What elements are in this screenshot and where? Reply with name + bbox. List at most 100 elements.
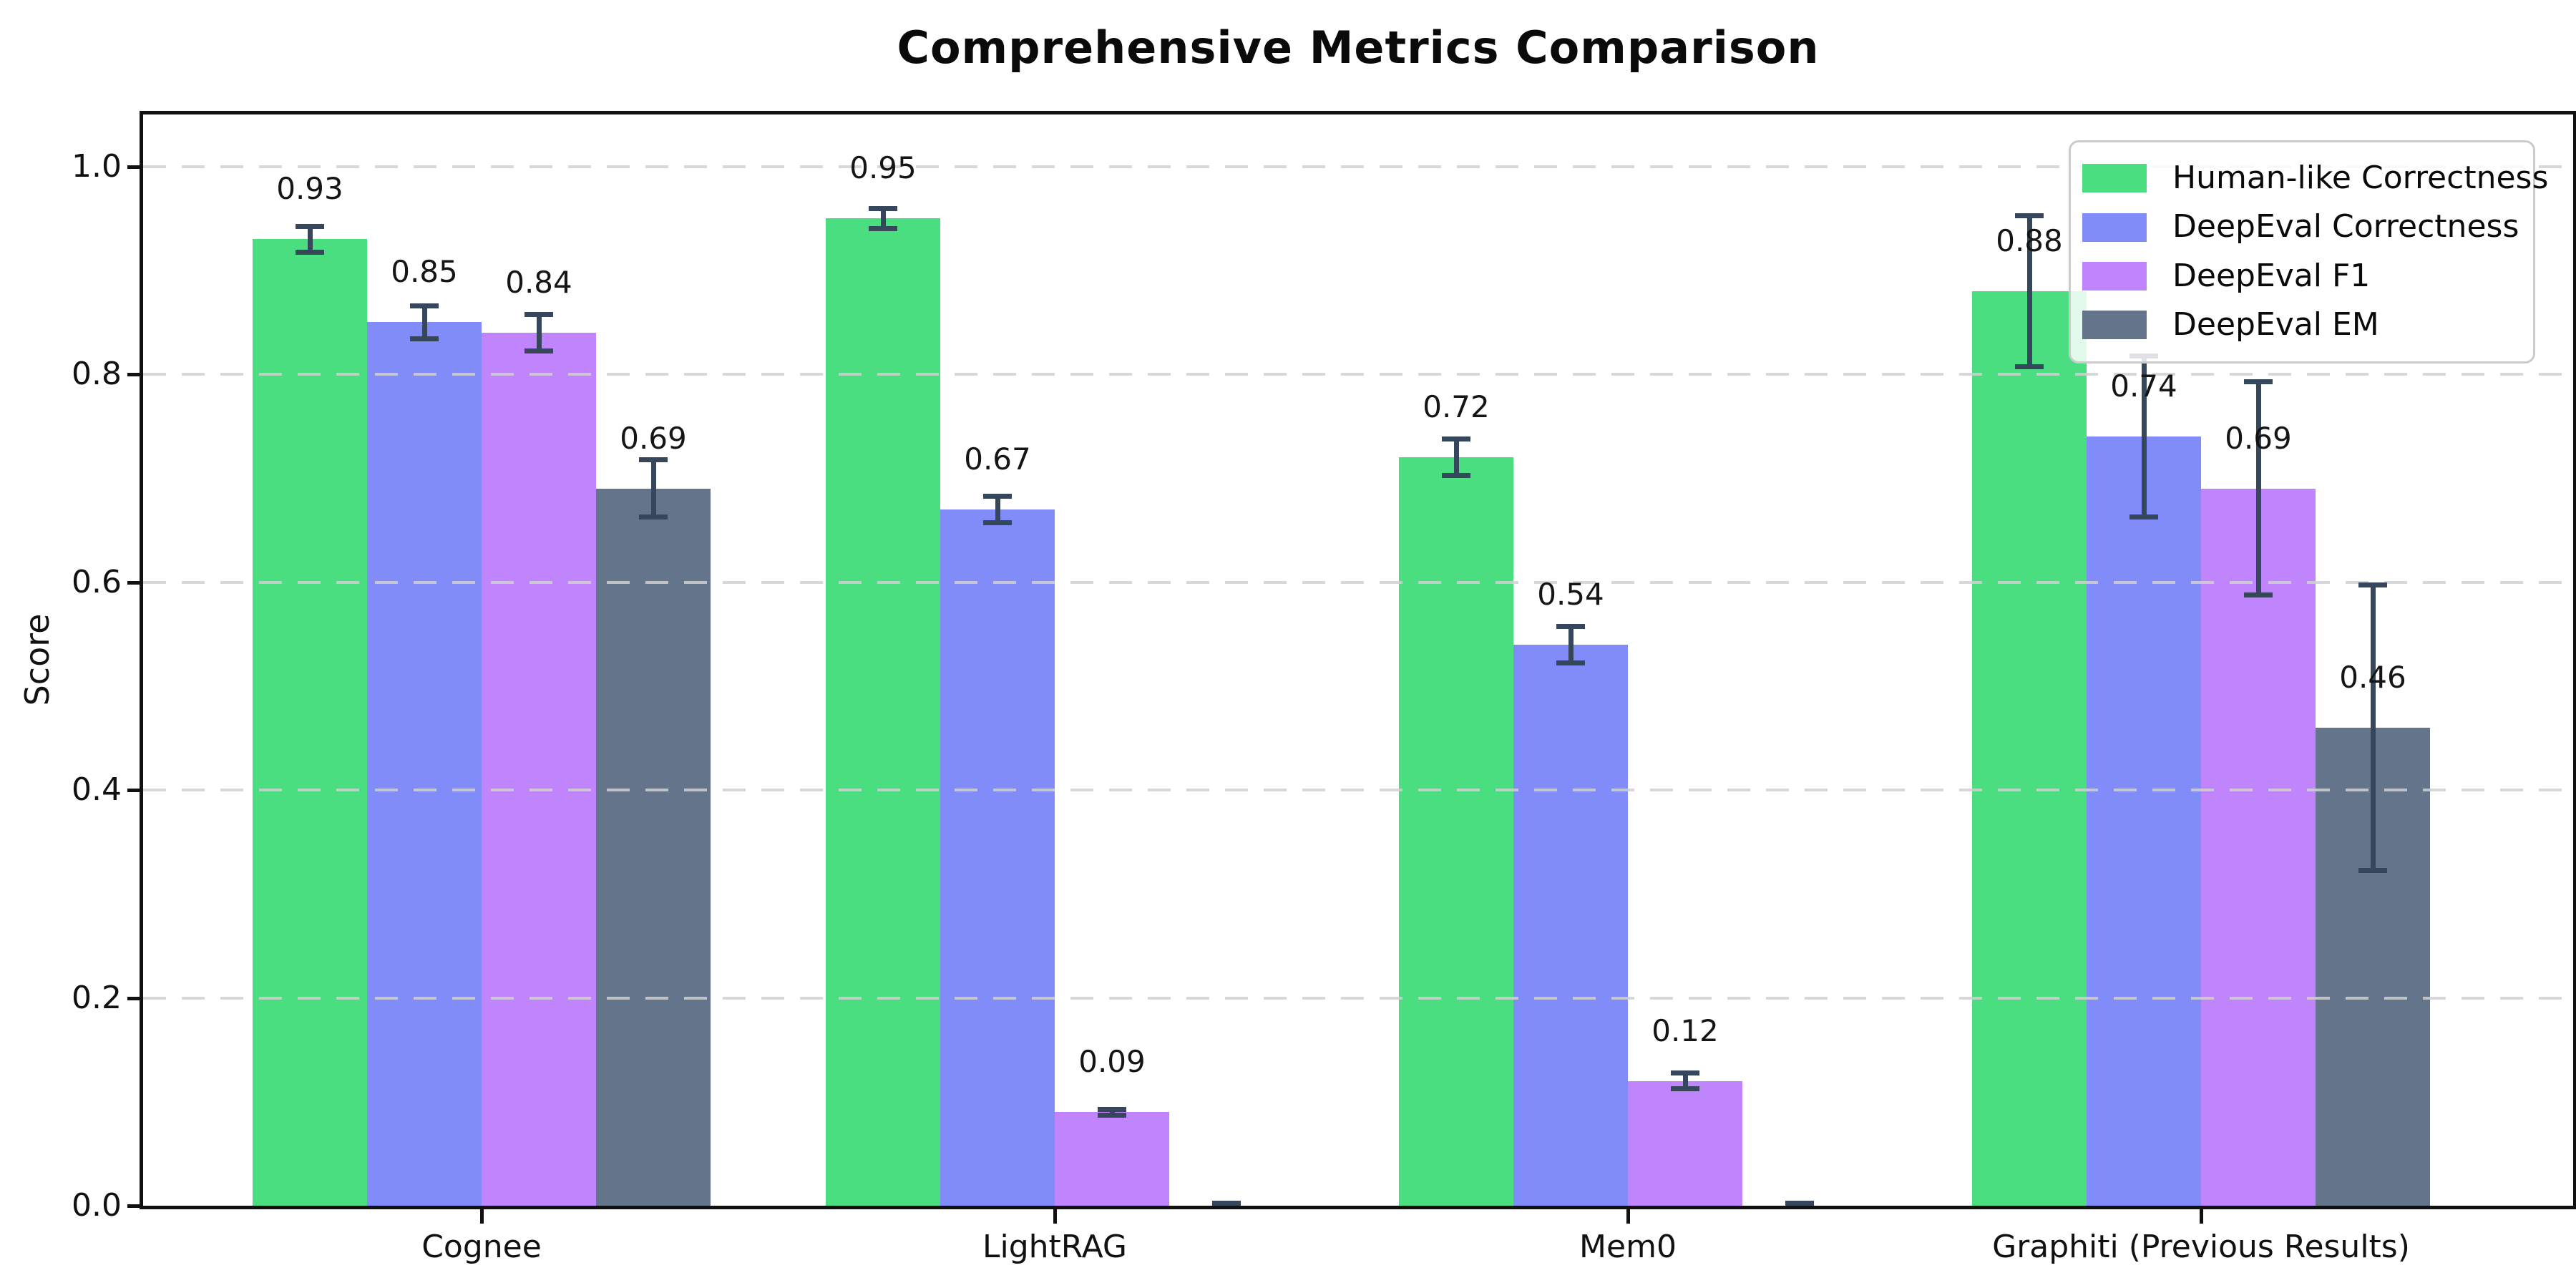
value-label-3-0: 0.69 bbox=[620, 420, 687, 456]
y-tick-mark-0.4 bbox=[127, 789, 142, 793]
value-label-2-2: 0.12 bbox=[1652, 1013, 1719, 1048]
gridline-0.6 bbox=[143, 580, 2573, 584]
error-bar-line-0-3 bbox=[2026, 213, 2032, 369]
error-bar-cap-bottom-2-2 bbox=[1671, 1086, 1699, 1092]
value-label-0-3: 0.88 bbox=[1996, 223, 2063, 258]
x-tick-mark-1 bbox=[1053, 1209, 1057, 1224]
bar-deepeval-correctness-1 bbox=[940, 509, 1055, 1206]
error-bar-cap-bottom-1-2 bbox=[1556, 660, 1585, 665]
error-bar-cap-top-2-1 bbox=[1098, 1107, 1126, 1113]
error-bar-line-0-1 bbox=[880, 205, 886, 231]
error-bar-cap-bottom-3-3 bbox=[2358, 868, 2387, 874]
y-tick-mark-0.8 bbox=[127, 373, 142, 377]
value-label-0-0: 0.93 bbox=[276, 171, 343, 207]
x-tick-label-3: Graphiti (Previous Results) bbox=[1992, 1229, 2410, 1265]
error-bar-cap-top-3-3 bbox=[2358, 582, 2387, 587]
legend-swatch-0 bbox=[2082, 164, 2147, 193]
error-bar-cap-top-0-0 bbox=[296, 223, 324, 229]
error-bar-cap-bottom-0-0 bbox=[296, 250, 324, 255]
y-tick-label-0.2: 0.2 bbox=[72, 979, 122, 1016]
error-bar-line-1-2 bbox=[1568, 623, 1574, 665]
y-tick-label-0.4: 0.4 bbox=[72, 771, 122, 809]
error-bar-cap-bottom-2-3 bbox=[2244, 592, 2273, 598]
value-label-3-3: 0.46 bbox=[2339, 659, 2406, 695]
legend-item-0: Human-like Correctness bbox=[2071, 154, 2548, 203]
error-bar-cap-bottom-0-1 bbox=[869, 225, 897, 231]
error-bar-line-0-2 bbox=[1453, 436, 1459, 479]
bar-human-like-correctness-2 bbox=[1399, 457, 1513, 1206]
error-bar-cap-top-0-2 bbox=[1442, 436, 1470, 442]
y-tick-label-0.6: 0.6 bbox=[72, 563, 122, 600]
legend: Human-like Correctness DeepEval Correctne… bbox=[2069, 140, 2548, 364]
legend-swatch-3 bbox=[2082, 311, 2147, 340]
legend-label-1: DeepEval Correctness bbox=[2172, 208, 2519, 245]
error-bar-cap-top-0-3 bbox=[2015, 213, 2044, 218]
y-axis-label: Score bbox=[18, 613, 57, 706]
bar-deepeval-correctness-0 bbox=[367, 322, 482, 1206]
gridline-0.4 bbox=[143, 789, 2573, 792]
legend-swatch-2 bbox=[2082, 261, 2147, 291]
error-bar-cap-top-2-3 bbox=[2244, 379, 2273, 385]
error-bar-cap-bottom-3-2 bbox=[1785, 1201, 1814, 1206]
bar-deepeval-f1-1 bbox=[1055, 1112, 1169, 1206]
legend-item-1: DeepEval Correctness bbox=[2071, 203, 2533, 251]
x-tick-mark-2 bbox=[1626, 1209, 1630, 1224]
x-tick-label-2: Mem0 bbox=[1579, 1229, 1677, 1265]
error-bar-cap-bottom-2-1 bbox=[1098, 1112, 1126, 1118]
error-bar-line-0-0 bbox=[307, 223, 313, 255]
bar-human-like-correctness-0 bbox=[253, 239, 367, 1206]
value-label-0-1: 0.95 bbox=[849, 150, 917, 186]
error-bar-cap-top-1-0 bbox=[410, 303, 439, 309]
bar-deepeval-f1-2 bbox=[1628, 1080, 1742, 1206]
bar-deepeval-f1-0 bbox=[482, 333, 596, 1206]
gridline-0.2 bbox=[143, 996, 2573, 1000]
gridline-1.0 bbox=[143, 165, 2573, 168]
legend-item-2: DeepEval F1 bbox=[2071, 252, 2533, 301]
error-bar-line-2-0 bbox=[536, 311, 542, 354]
y-tick-mark-1.0 bbox=[127, 165, 142, 169]
error-bar-line-2-2 bbox=[1682, 1070, 1688, 1092]
bar-human-like-correctness-1 bbox=[826, 218, 940, 1206]
value-label-1-2: 0.54 bbox=[1537, 576, 1604, 612]
error-bar-cap-top-3-0 bbox=[639, 457, 668, 463]
error-bar-cap-top-2-2 bbox=[1671, 1070, 1699, 1076]
error-bar-line-1-3 bbox=[2141, 353, 2147, 520]
value-label-1-1: 0.67 bbox=[964, 441, 1031, 477]
y-tick-mark-0.6 bbox=[127, 580, 142, 585]
gridline-0.8 bbox=[143, 373, 2573, 376]
error-bar-cap-bottom-0-2 bbox=[1442, 473, 1470, 479]
error-bar-cap-bottom-1-3 bbox=[2129, 514, 2158, 520]
legend-label-2: DeepEval F1 bbox=[2172, 257, 2371, 294]
value-label-0-2: 0.72 bbox=[1423, 389, 1490, 425]
error-bar-cap-bottom-2-0 bbox=[525, 348, 553, 354]
x-tick-label-0: Cognee bbox=[421, 1229, 542, 1265]
bar-human-like-correctness-3 bbox=[1972, 291, 2087, 1206]
legend-swatch-1 bbox=[2082, 213, 2147, 242]
bar-deepeval-em-0 bbox=[596, 488, 711, 1206]
legend-label-0: Human-like Correctness bbox=[2172, 160, 2549, 196]
x-tick-mark-0 bbox=[480, 1209, 484, 1224]
value-label-2-0: 0.84 bbox=[505, 265, 572, 300]
error-bar-line-1-1 bbox=[995, 494, 1000, 525]
error-bar-line-1-0 bbox=[421, 303, 427, 341]
y-tick-mark-0.2 bbox=[127, 996, 142, 1000]
y-tick-label-1.0: 1.0 bbox=[72, 147, 122, 185]
value-label-2-3: 0.69 bbox=[2225, 420, 2292, 456]
error-bar-line-3-3 bbox=[2370, 582, 2376, 874]
error-bar-cap-bottom-3-0 bbox=[639, 514, 668, 520]
bar-deepeval-correctness-2 bbox=[1513, 644, 1628, 1206]
error-bar-cap-bottom-3-1 bbox=[1212, 1201, 1241, 1206]
y-tick-label-0.0: 0.0 bbox=[72, 1187, 122, 1224]
error-bar-cap-top-1-1 bbox=[983, 494, 1012, 499]
bar-deepeval-f1-3 bbox=[2201, 488, 2316, 1206]
legend-item-3: DeepEval EM bbox=[2071, 301, 2533, 349]
error-bar-line-2-1 bbox=[1109, 1107, 1115, 1118]
error-bar-line-2-3 bbox=[2255, 379, 2261, 598]
error-bar-line-3-0 bbox=[650, 457, 656, 520]
legend-label-3: DeepEval EM bbox=[2172, 306, 2379, 343]
error-bar-cap-bottom-1-0 bbox=[410, 336, 439, 341]
value-label-2-1: 0.09 bbox=[1078, 1044, 1146, 1080]
bar-deepeval-correctness-3 bbox=[2087, 436, 2201, 1206]
error-bar-cap-top-2-0 bbox=[525, 311, 553, 317]
